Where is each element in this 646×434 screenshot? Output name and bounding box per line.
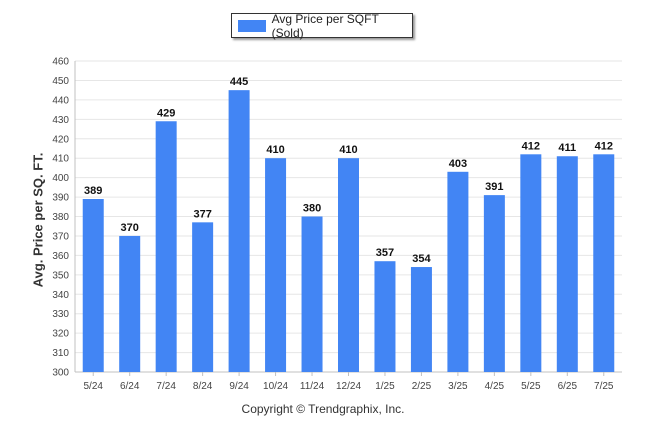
data-label: 377: [193, 208, 211, 220]
y-tick-label: 300: [52, 368, 69, 379]
x-tick-label: 5/24: [83, 381, 103, 392]
x-tick-label: 5/25: [521, 381, 541, 392]
x-tick-label: 10/24: [263, 381, 288, 392]
data-label: 412: [595, 140, 613, 152]
bar: [374, 261, 396, 372]
x-tick-label: 6/24: [120, 381, 140, 392]
bar: [593, 154, 615, 372]
data-label: 380: [303, 203, 321, 215]
y-tick-label: 310: [52, 348, 69, 359]
bar: [410, 267, 432, 372]
x-tick-label: 11/24: [300, 381, 325, 392]
x-tick-label: 6/25: [558, 381, 578, 392]
x-tick-label: 4/25: [485, 381, 505, 392]
bar: [520, 154, 542, 372]
y-tick-label: 370: [52, 231, 69, 242]
y-tick-label: 380: [52, 212, 69, 223]
y-tick-label: 350: [52, 270, 69, 281]
data-label: 445: [230, 76, 248, 88]
y-tick-label: 440: [52, 95, 69, 106]
bar: [155, 121, 177, 372]
bar: [556, 156, 578, 372]
data-label: 411: [558, 142, 576, 154]
bar: [192, 222, 214, 372]
data-label: 410: [339, 144, 357, 156]
bar: [338, 158, 359, 372]
x-tick-label: 7/25: [594, 381, 614, 392]
x-tick-label: 1/25: [375, 381, 395, 392]
y-tick-label: 390: [52, 193, 69, 204]
bar: [265, 158, 287, 372]
y-tick-label: 400: [52, 173, 69, 184]
data-label: 429: [157, 107, 175, 119]
data-label: 389: [84, 185, 102, 197]
data-label: 410: [266, 144, 284, 156]
x-tick-label: 12/24: [336, 381, 361, 392]
data-label: 403: [449, 158, 467, 170]
y-tick-label: 430: [52, 115, 69, 126]
y-tick-label: 340: [52, 290, 69, 301]
bar: [119, 235, 141, 372]
bar: [447, 171, 469, 372]
legend-label: Avg Price per SQFT (Sold): [271, 11, 379, 40]
bar: [483, 195, 505, 372]
data-label: 370: [121, 222, 139, 234]
data-label: 412: [522, 140, 540, 152]
data-label: 391: [485, 181, 503, 193]
y-tick-label: 360: [52, 251, 69, 262]
legend-swatch: [238, 19, 266, 32]
bar: [82, 199, 104, 372]
x-tick-label: 2/25: [412, 381, 432, 392]
x-tick-label: 8/24: [193, 381, 213, 392]
y-tick-label: 330: [52, 309, 69, 320]
data-label: 354: [412, 253, 431, 265]
chart-legend: Avg Price per SQFT (Sold): [231, 11, 413, 40]
bar: [301, 216, 323, 372]
y-tick-label: 420: [52, 134, 69, 145]
y-tick-label: 460: [52, 57, 69, 68]
bar: [228, 90, 250, 372]
x-tick-label: 7/24: [156, 381, 176, 392]
copyright-footer: Copyright © Trendgraphix, Inc.: [241, 402, 405, 416]
data-label: 357: [376, 247, 394, 259]
x-tick-label: 3/25: [448, 381, 468, 392]
x-tick-label: 9/24: [229, 381, 249, 392]
y-tick-label: 450: [52, 76, 69, 87]
y-tick-label: 410: [52, 154, 69, 165]
y-tick-label: 320: [52, 329, 69, 340]
